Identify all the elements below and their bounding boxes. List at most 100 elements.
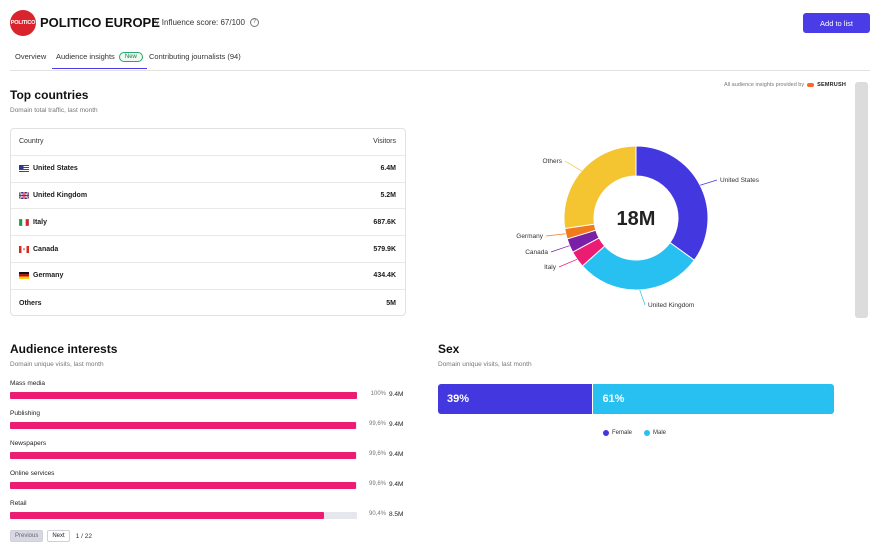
- leader-line: [700, 179, 718, 186]
- logo-text: POLITICO: [10, 20, 36, 26]
- it-flag-icon: [19, 218, 29, 226]
- tab-audience-insights[interactable]: Audience insights New: [52, 52, 147, 69]
- donut-center-total: 18M: [617, 208, 656, 230]
- interest-value: 9.4M: [389, 421, 404, 428]
- interest-bar-fill: [10, 452, 356, 459]
- tab-overview[interactable]: Overview: [15, 52, 46, 61]
- interest-row: Mass media 100% 9.4M: [10, 380, 410, 410]
- female-segment: 39%: [438, 384, 593, 414]
- influence-score: ϟ Influence score: 67/100 ?: [154, 17, 259, 27]
- interest-percent: 99,6%: [368, 481, 386, 487]
- influence-score-text: Influence score: 67/100: [161, 17, 245, 27]
- gb-flag-icon: [19, 191, 29, 199]
- new-badge: New: [118, 52, 143, 62]
- sex-legend: Female Male: [603, 430, 666, 436]
- table-row: Canada 579.9K: [11, 236, 405, 263]
- visitors-value: 5.2M: [380, 191, 396, 199]
- legend-male: Male: [644, 430, 666, 436]
- interest-bar-track: [10, 512, 357, 519]
- table-row: Others 5M: [11, 290, 405, 317]
- sex-split-bar: 39% 61%: [438, 384, 834, 414]
- table-row: United Kingdom 5.2M: [11, 183, 405, 210]
- female-percent: 39%: [447, 393, 470, 405]
- donut-label: United Kingdom: [648, 302, 694, 309]
- interest-row: Newspapers 99,6% 9.4M: [10, 440, 410, 470]
- interest-label: Publishing: [10, 410, 40, 417]
- donut-slice-united-states[interactable]: [635, 145, 709, 261]
- donut-label: Others: [542, 158, 562, 165]
- outlet-logo: POLITICO: [10, 10, 36, 36]
- previous-page-button[interactable]: Previous: [10, 530, 44, 542]
- interest-label: Retail: [10, 500, 27, 507]
- table-row: Germany 434.4K: [11, 263, 405, 290]
- top-countries-title: Top countries: [10, 88, 89, 102]
- interest-bar-fill: [10, 482, 356, 489]
- donut-label: Italy: [544, 264, 557, 271]
- interest-bar-track: [10, 452, 357, 459]
- donut-slice-others[interactable]: [563, 145, 637, 230]
- bolt-icon: ϟ: [154, 17, 159, 27]
- visitors-value: 6.4M: [380, 165, 396, 173]
- tab-audience-insights-label: Audience insights: [56, 52, 115, 61]
- interest-percent: 99,6%: [368, 421, 386, 427]
- column-header-country: Country: [19, 138, 44, 146]
- ca-flag-icon: [19, 245, 29, 253]
- donut-svg: United States United Kingdom Italy Canada Ge…: [516, 145, 760, 309]
- leader-line: [545, 233, 566, 237]
- donut-slice-united-kingdom[interactable]: [581, 241, 696, 291]
- visitors-value: 579.9K: [373, 245, 396, 253]
- leader-line: [564, 160, 582, 172]
- countries-donut-chart: United States United Kingdom Italy Canada Ge…: [500, 130, 760, 320]
- legend-female: Female: [603, 430, 632, 436]
- provider-text: All audience insights provided by: [724, 82, 805, 88]
- table-header-row: Country Visitors: [11, 129, 405, 156]
- sex-title: Sex: [438, 342, 460, 356]
- interest-bar-track: [10, 422, 357, 429]
- tab-overview-label: Overview: [15, 52, 47, 61]
- scrollbar[interactable]: [855, 82, 868, 318]
- page-title: POLITICO EUROPE: [40, 15, 160, 30]
- interest-value: 9.4M: [389, 451, 404, 458]
- legend-female-label: Female: [612, 430, 633, 436]
- legend-male-label: Male: [653, 430, 667, 436]
- interest-bar-track: [10, 482, 357, 489]
- column-header-visitors: Visitors: [373, 138, 396, 146]
- interest-value: 9.4M: [389, 481, 404, 488]
- male-percent: 61%: [602, 393, 625, 405]
- interest-percent: 90,4%: [368, 511, 386, 517]
- country-name: United States: [33, 165, 78, 173]
- help-icon[interactable]: ?: [249, 17, 259, 27]
- interest-row: Online services 99,6% 9.4M: [10, 470, 410, 500]
- interest-bar-fill: [10, 512, 324, 519]
- tab-contributing-journalists-label: Contributing journalists (94): [149, 52, 241, 61]
- next-page-button[interactable]: Next: [47, 530, 70, 542]
- provider-brand: SEMRUSH: [817, 82, 847, 88]
- interest-row: Publishing 99,6% 9.4M: [10, 410, 410, 440]
- add-to-list-button[interactable]: Add to list: [803, 13, 870, 33]
- male-segment: 61%: [592, 384, 834, 414]
- visitors-value: 687.6K: [373, 218, 396, 226]
- country-name: Germany: [33, 272, 64, 280]
- interests-pager: Previous Next 1 / 22: [10, 530, 92, 542]
- country-name: Italy: [33, 218, 48, 226]
- audience-interests-subtitle: Domain unique visits, last month: [10, 361, 104, 368]
- donut-label: Canada: [525, 249, 548, 256]
- leader-line: [558, 259, 578, 268]
- sex-subtitle: Domain unique visits, last month: [438, 361, 532, 368]
- interest-bar-track: [10, 392, 357, 399]
- interest-value: 9.4M: [389, 391, 404, 398]
- country-name: United Kingdom: [33, 191, 88, 199]
- interest-label: Online services: [10, 470, 55, 477]
- interest-bar-fill: [10, 392, 357, 399]
- top-countries-subtitle: Domain total traffic, last month: [10, 107, 98, 114]
- us-flag-icon: [19, 165, 29, 173]
- leader-line: [550, 245, 570, 253]
- interest-row: Retail 90,4% 8.5M: [10, 500, 410, 530]
- countries-table: Country Visitors United States 6.4M Unit…: [10, 128, 406, 316]
- leader-line: [639, 289, 646, 306]
- tab-contributing-journalists[interactable]: Contributing journalists (94): [149, 52, 241, 61]
- interest-label: Mass media: [10, 380, 46, 387]
- visitors-value: 434.4K: [373, 272, 396, 280]
- table-row: United States 6.4M: [11, 156, 405, 183]
- legend-dot-male: [644, 430, 651, 436]
